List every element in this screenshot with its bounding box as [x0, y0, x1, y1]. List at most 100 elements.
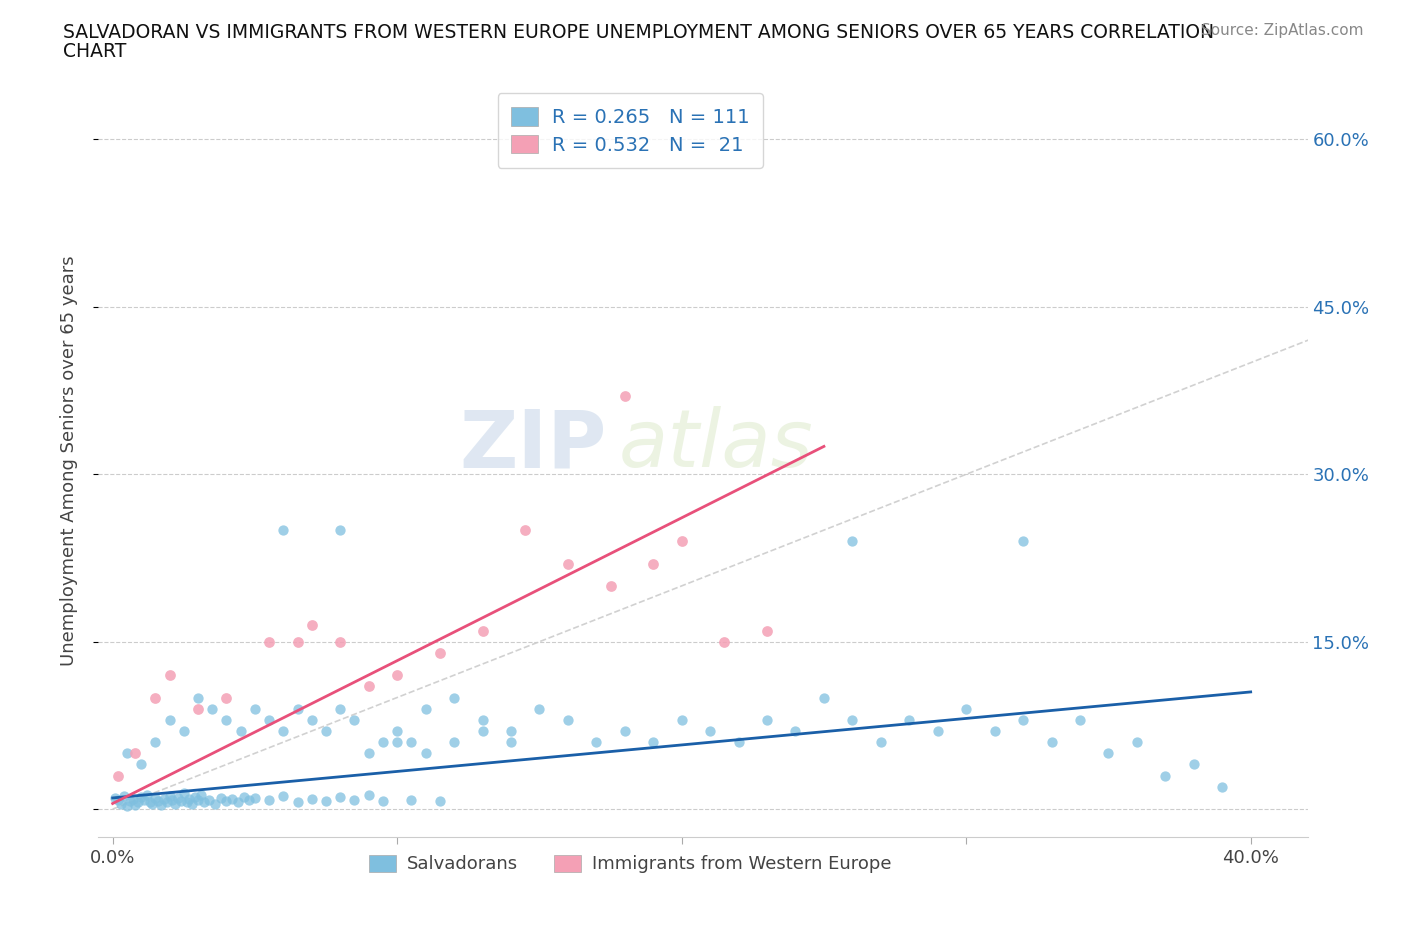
- Point: [869, 735, 891, 750]
- Point: [226, 795, 249, 810]
- Point: [315, 724, 337, 738]
- Point: [112, 789, 135, 804]
- Text: ZIP: ZIP: [458, 406, 606, 485]
- Point: [599, 578, 621, 593]
- Point: [173, 786, 195, 801]
- Point: [204, 796, 226, 811]
- Point: [343, 712, 366, 727]
- Point: [756, 623, 779, 638]
- Point: [315, 794, 337, 809]
- Text: SALVADORAN VS IMMIGRANTS FROM WESTERN EUROPE UNEMPLOYMENT AMONG SENIORS OVER 65 : SALVADORAN VS IMMIGRANTS FROM WESTERN EU…: [63, 23, 1215, 42]
- Point: [1126, 735, 1149, 750]
- Point: [187, 792, 209, 807]
- Point: [357, 787, 380, 802]
- Point: [193, 795, 215, 810]
- Point: [132, 792, 155, 807]
- Point: [141, 796, 163, 811]
- Point: [1211, 779, 1233, 794]
- Point: [643, 556, 665, 571]
- Point: [153, 791, 176, 806]
- Point: [124, 746, 146, 761]
- Point: [585, 735, 607, 750]
- Point: [104, 790, 127, 805]
- Point: [229, 724, 252, 738]
- Point: [107, 768, 129, 783]
- Point: [301, 618, 323, 632]
- Point: [357, 679, 380, 694]
- Point: [129, 790, 152, 804]
- Point: [257, 634, 280, 649]
- Point: [118, 794, 141, 809]
- Point: [243, 701, 266, 716]
- Y-axis label: Unemployment Among Seniors over 65 years: Unemployment Among Seniors over 65 years: [59, 255, 77, 666]
- Point: [1097, 746, 1119, 761]
- Point: [257, 792, 280, 807]
- Point: [181, 796, 204, 811]
- Point: [329, 701, 352, 716]
- Point: [273, 789, 295, 804]
- Point: [138, 795, 160, 810]
- Point: [135, 787, 157, 802]
- Point: [167, 790, 190, 805]
- Legend: Salvadorans, Immigrants from Western Europe: Salvadorans, Immigrants from Western Eur…: [361, 847, 898, 881]
- Point: [499, 735, 522, 750]
- Point: [143, 690, 166, 705]
- Point: [371, 794, 394, 809]
- Point: [343, 792, 366, 807]
- Point: [110, 796, 132, 811]
- Point: [1182, 757, 1205, 772]
- Point: [727, 735, 749, 750]
- Point: [329, 790, 352, 804]
- Point: [176, 795, 198, 810]
- Point: [1040, 735, 1063, 750]
- Point: [713, 634, 735, 649]
- Point: [129, 757, 152, 772]
- Point: [165, 796, 187, 811]
- Point: [301, 712, 323, 727]
- Point: [115, 798, 138, 813]
- Point: [983, 724, 1005, 738]
- Point: [557, 556, 579, 571]
- Point: [401, 792, 423, 807]
- Text: CHART: CHART: [63, 42, 127, 60]
- Point: [115, 746, 138, 761]
- Point: [429, 645, 451, 660]
- Point: [529, 701, 551, 716]
- Point: [643, 735, 665, 750]
- Point: [613, 724, 636, 738]
- Point: [201, 701, 224, 716]
- Point: [287, 634, 309, 649]
- Text: atlas: atlas: [619, 406, 813, 485]
- Point: [927, 724, 949, 738]
- Point: [898, 712, 921, 727]
- Point: [146, 794, 169, 809]
- Point: [215, 690, 238, 705]
- Point: [1069, 712, 1091, 727]
- Point: [107, 792, 129, 807]
- Point: [471, 724, 494, 738]
- Point: [385, 724, 408, 738]
- Point: [162, 792, 184, 807]
- Point: [170, 794, 193, 809]
- Point: [557, 712, 579, 727]
- Point: [955, 701, 977, 716]
- Point: [813, 690, 835, 705]
- Point: [287, 795, 309, 810]
- Point: [209, 790, 232, 805]
- Point: [756, 712, 779, 727]
- Point: [238, 792, 260, 807]
- Point: [443, 735, 465, 750]
- Point: [273, 724, 295, 738]
- Point: [187, 701, 209, 716]
- Point: [121, 791, 143, 806]
- Point: [215, 712, 238, 727]
- Point: [429, 794, 451, 809]
- Point: [371, 735, 394, 750]
- Point: [221, 791, 243, 806]
- Point: [243, 790, 266, 805]
- Point: [515, 523, 537, 538]
- Point: [232, 790, 254, 804]
- Point: [159, 789, 181, 804]
- Point: [159, 712, 181, 727]
- Point: [613, 389, 636, 404]
